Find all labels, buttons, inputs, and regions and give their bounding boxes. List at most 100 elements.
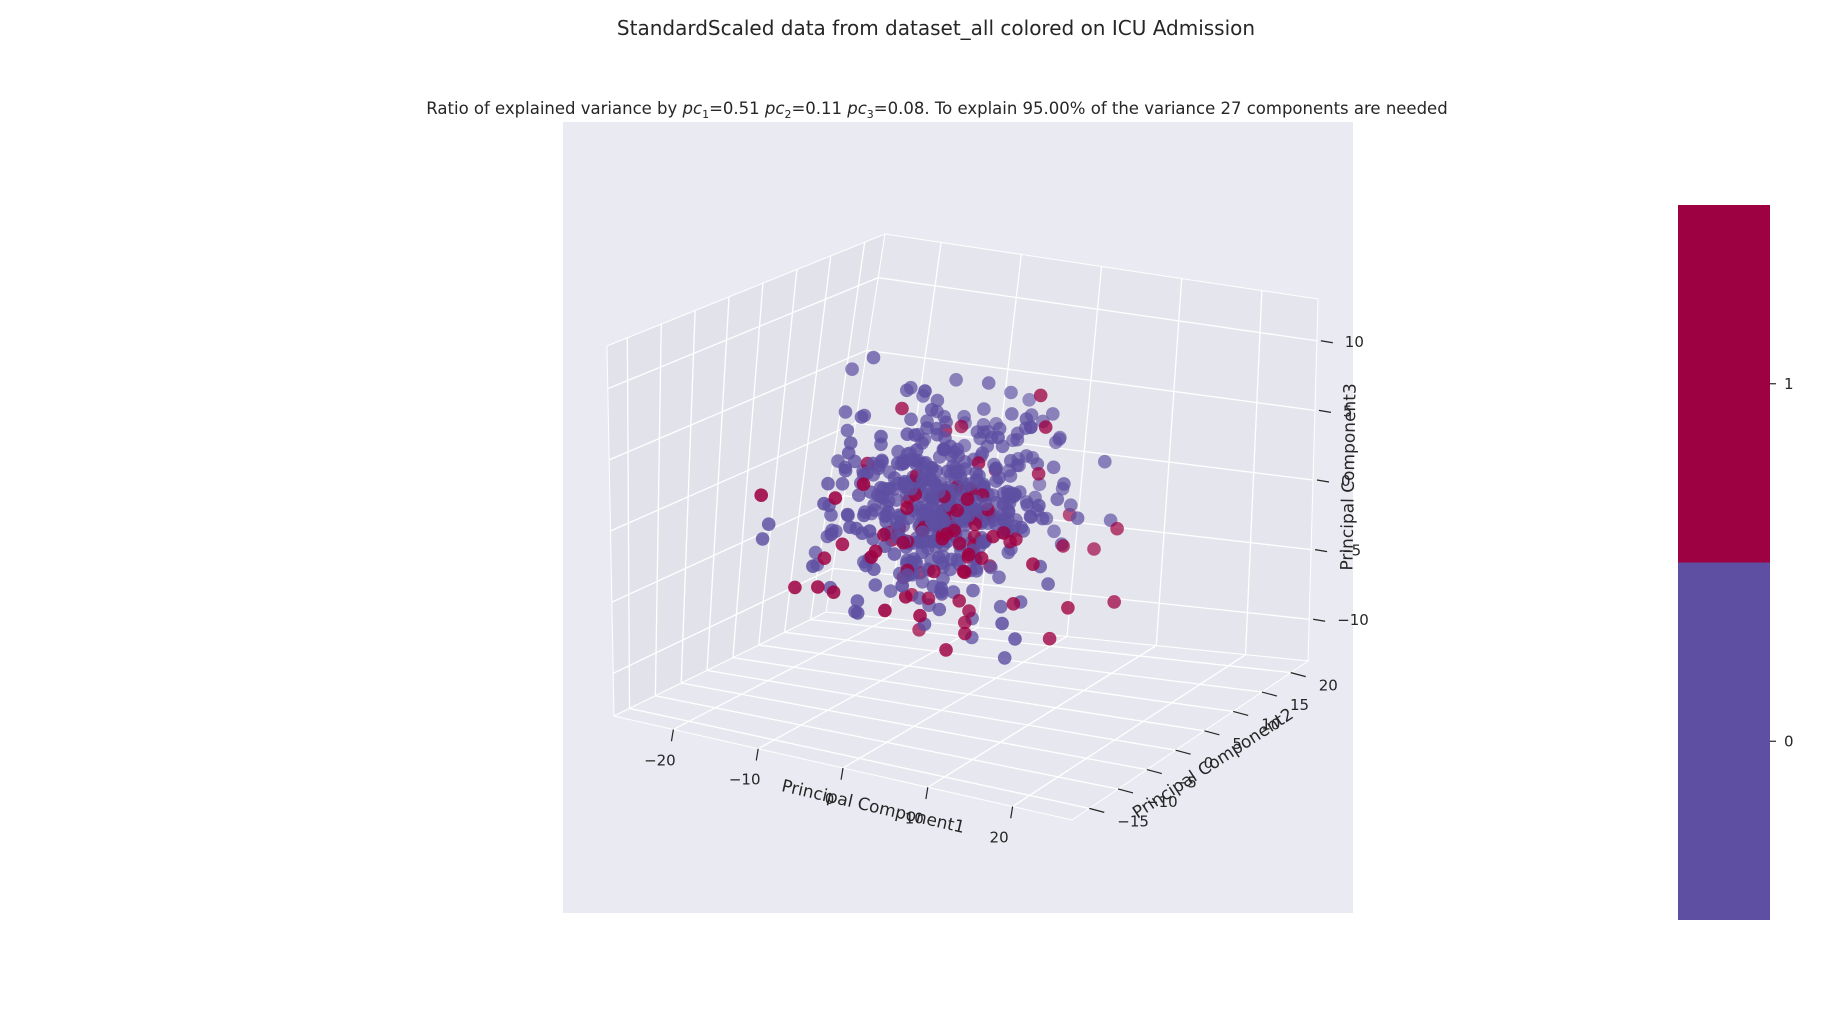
scatter-points: [754, 350, 1124, 665]
gridline-floor-y: [810, 618, 1291, 674]
y-tick-label: −5: [1175, 774, 1197, 792]
data-point-class-0: [1024, 420, 1038, 435]
colorbar: 01: [1678, 205, 1794, 920]
data-point-class-0: [761, 517, 776, 531]
x-tick-mark: [1010, 806, 1014, 819]
data-point-class-0: [871, 488, 885, 503]
data-point-class-0: [866, 350, 881, 365]
data-point-class-0: [881, 504, 895, 519]
data-point-class-0: [1047, 524, 1061, 539]
x-tick-mark: [925, 787, 929, 800]
gridline-floor-y: [706, 669, 1176, 751]
data-point-class-0: [1014, 520, 1029, 535]
data-point-class-0: [966, 583, 980, 598]
data-point-class-0: [838, 463, 853, 478]
y-tick-label: 0: [1204, 754, 1214, 772]
data-point-class-0: [908, 456, 923, 471]
gridline-back-z: [878, 276, 1317, 342]
data-point-class-0: [925, 514, 939, 529]
data-point-class-1: [921, 591, 936, 606]
data-point-class-0: [824, 527, 839, 541]
data-point-class-0: [841, 446, 856, 460]
data-point-class-0: [1004, 385, 1018, 400]
data-point-class-1: [878, 603, 892, 618]
gridline-floor-y: [732, 657, 1205, 732]
gridline-floor-y: [655, 695, 1119, 790]
data-point-class-1: [877, 527, 891, 542]
data-point-class-0: [883, 584, 898, 598]
title-pc3-value: =0.08: [874, 99, 925, 118]
y-tick-mark: [1233, 710, 1249, 716]
data-point-class-0: [1041, 577, 1055, 591]
data-point-class-0: [924, 403, 939, 417]
data-point-class-0: [850, 606, 865, 620]
x-tick-label: −20: [644, 752, 676, 770]
x-tick-label: −10: [729, 771, 761, 789]
data-point-class-0: [887, 471, 902, 485]
title-prefix: Ratio of explained variance by: [426, 99, 682, 118]
data-point-class-1: [1026, 557, 1040, 571]
gridline-floor-x: [1012, 654, 1246, 808]
data-point-class-1: [811, 580, 825, 594]
data-point-class-0: [991, 430, 1005, 445]
data-point-class-0: [925, 461, 939, 475]
data-point-class-0: [900, 568, 915, 582]
data-point-class-1: [868, 544, 883, 559]
data-point-class-0: [868, 578, 883, 592]
data-point-class-1: [828, 491, 843, 505]
data-point-class-1: [817, 551, 832, 565]
gridline-back-z: [866, 349, 1316, 412]
data-point-class-0: [835, 477, 850, 491]
data-point-class-1: [898, 590, 913, 604]
data-point-class-0: [949, 373, 963, 387]
gridline-left-z: [610, 422, 856, 532]
z-tick-mark: [1313, 618, 1326, 622]
data-point-class-1: [954, 419, 969, 434]
data-point-class-0: [1070, 511, 1085, 525]
data-point-class-0: [997, 651, 1012, 665]
data-point-class-1: [939, 527, 954, 541]
data-point-class-1: [895, 401, 909, 416]
y-tick-label: 20: [1319, 677, 1338, 695]
z-tick-label: 5: [1343, 402, 1353, 420]
gridline-floor-x: [927, 645, 1157, 788]
data-point-class-0: [915, 575, 930, 589]
gridline-floor-x: [673, 617, 889, 731]
y-tick-mark: [1117, 788, 1134, 794]
gridline-floor-y: [629, 707, 1090, 810]
data-point-class-0: [1046, 460, 1061, 475]
gridline-floor-y: [784, 631, 1263, 693]
data-point-class-1: [960, 492, 975, 507]
data-point-class-0: [1064, 498, 1078, 512]
data-point-class-0: [1046, 407, 1060, 421]
data-point-class-1: [956, 564, 971, 579]
y-tick-mark: [1290, 672, 1306, 678]
data-point-class-0: [838, 405, 853, 419]
data-point-class-0: [981, 376, 996, 390]
data-point-class-0: [874, 429, 888, 444]
z-tick-mark: [1318, 409, 1332, 413]
x-tick-label: 0: [825, 790, 835, 808]
x-tick-label: 20: [990, 829, 1009, 847]
data-point-class-1: [1006, 597, 1021, 611]
data-point-class-0: [901, 511, 915, 526]
data-point-class-0: [857, 508, 871, 523]
z-axis-label: Principal Component3: [1337, 383, 1360, 571]
data-point-class-0: [995, 616, 1009, 631]
data-point-class-0: [1098, 454, 1112, 469]
data-point-class-0: [969, 564, 984, 578]
data-point-class-1: [1042, 631, 1057, 646]
y-tick-label: 15: [1290, 696, 1309, 714]
data-point-class-0: [900, 427, 915, 442]
floor-pane: [612, 611, 1310, 821]
data-point-class-1: [939, 643, 953, 657]
data-point-class-0: [1057, 477, 1071, 491]
data-point-class-0: [1024, 510, 1038, 524]
title-pc2-sub: 2: [784, 108, 791, 121]
title-pc1-sub: 1: [702, 108, 709, 121]
data-point-class-0: [1001, 545, 1016, 560]
data-point-class-1: [962, 547, 976, 562]
data-point-class-0: [992, 570, 1006, 585]
data-point-class-0: [1032, 477, 1047, 492]
data-point-class-0: [1001, 503, 1016, 518]
